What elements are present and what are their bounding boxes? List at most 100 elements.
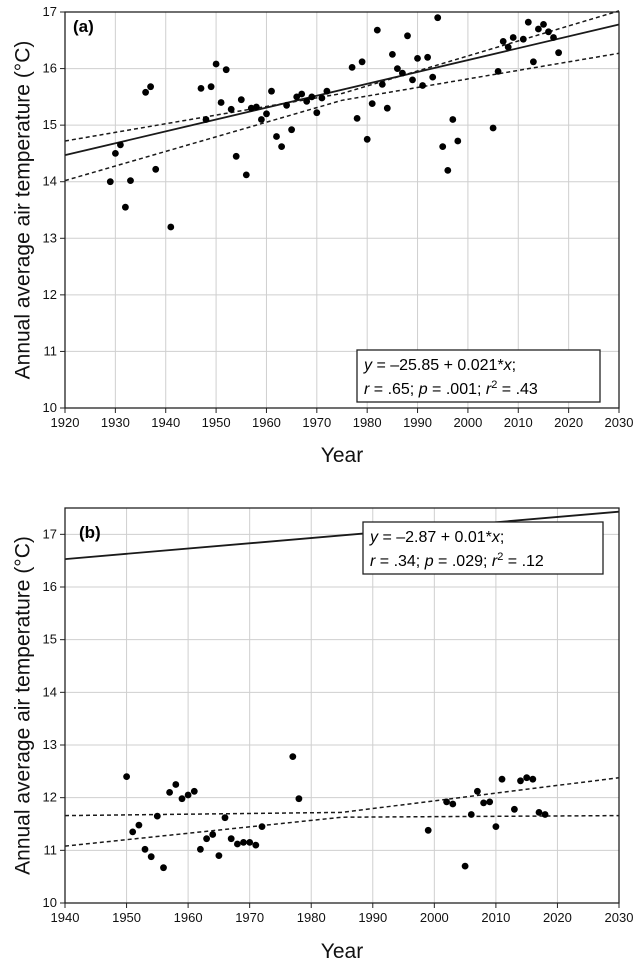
data-point [207,83,215,91]
x-tick-label: 1940 [51,910,80,925]
data-point [123,773,130,780]
data-point [541,811,549,818]
x-tick-label: 2020 [554,415,583,430]
data-point [409,76,416,84]
data-point [524,18,532,26]
panel-b: 1940 1950 1960 1970 1980 1990 2000 2010 2020 2030… [12,507,633,963]
data-point [263,110,270,118]
data-point [530,58,537,66]
data-point [252,841,260,849]
y-tick-label: 16 [43,61,57,76]
data-point [212,60,220,68]
y-tick-label: 11 [44,842,58,857]
x-tick-label: 1920 [51,415,80,430]
y-tick-label: 12 [43,790,57,805]
data-point [389,51,396,58]
data-point [323,87,331,95]
data-point [535,25,542,33]
data-point [303,98,311,105]
data-point [545,28,552,36]
panel-a-y-axis-title: Annual average air temperature (°C) [12,41,35,380]
data-point [240,839,247,846]
data-point [215,852,223,859]
panel-b-x-axis-title: Year [321,940,363,963]
data-point [378,81,386,88]
panel-b-equation-line2: r = .34; p = .029; r2 = .12 [370,551,544,570]
data-point [298,90,306,98]
panel-a-equation-line1: y = –25.85 + 0.021*x; [363,357,516,374]
confidence-lower-line [64,814,620,847]
data-point [449,800,457,808]
x-tick-label: 2000 [453,415,482,430]
data-point [414,55,421,62]
y-tick-label: 14 [43,174,57,189]
regression-line [64,510,620,560]
data-point [253,103,260,111]
data-point [283,101,290,109]
data-point [498,775,506,783]
data-point [467,811,475,818]
panel-a-label: (a) [73,17,94,36]
data-point [237,96,245,104]
data-point [167,223,175,231]
panel-a-grid [64,11,620,409]
data-point [141,845,149,853]
panel-b-fit-line [64,510,620,560]
data-point [152,165,160,173]
data-point [424,53,431,61]
data-point [489,124,497,132]
data-point [517,777,524,785]
data-point [499,38,507,45]
panel-a-confidence-band [64,10,620,182]
data-point [142,88,150,96]
x-tick-label: 1950 [112,910,141,925]
data-point [227,105,235,113]
regression-line [64,23,620,157]
data-point [363,135,371,143]
y-tick-label: 10 [43,400,57,415]
panel-a-ticks: 1920 1930 1940 1950 1960 1970 1980 1990 2000 2010… [43,4,634,430]
x-tick-label: 2020 [543,910,572,925]
data-point [529,775,537,783]
y-tick-label: 16 [43,579,57,594]
data-point [439,143,447,151]
data-point [368,100,376,107]
x-tick-label: 1980 [353,415,382,430]
panel-a-points [106,14,562,231]
y-tick-label: 12 [43,287,57,302]
data-point [184,791,192,799]
data-point [509,34,517,41]
data-point [434,14,442,22]
y-tick-label: 11 [44,343,58,358]
panel-b-points [123,753,549,872]
data-point [129,828,137,836]
y-tick-label: 14 [43,684,57,699]
x-tick-label: 2010 [504,415,533,430]
data-point [203,835,211,843]
data-point [153,812,161,820]
data-point [221,814,229,822]
data-point [178,795,186,803]
confidence-upper-line [64,10,620,142]
panel-b-plot-frame [64,507,620,904]
data-point [258,823,266,830]
data-point [209,831,217,838]
y-tick-label: 15 [43,117,57,132]
data-point [358,58,366,66]
panel-b-y-axis-title: Annual average air temperature (°C) [12,536,35,875]
data-point [373,26,381,34]
data-point [117,141,124,149]
panel-b-label: (b) [79,523,101,542]
panel-a-equation-box: y = –25.85 + 0.021*x; r = .65; p = .001;… [356,349,601,403]
data-point [313,109,321,117]
panel-a-x-axis-title: Year [321,444,363,467]
data-point [443,798,450,806]
data-point [486,798,494,806]
data-point [147,83,155,91]
y-tick-label: 17 [43,4,57,19]
data-point [461,862,469,870]
data-point [268,87,275,95]
x-tick-label: 1940 [151,415,180,430]
data-point [258,116,265,123]
data-point [424,826,432,834]
